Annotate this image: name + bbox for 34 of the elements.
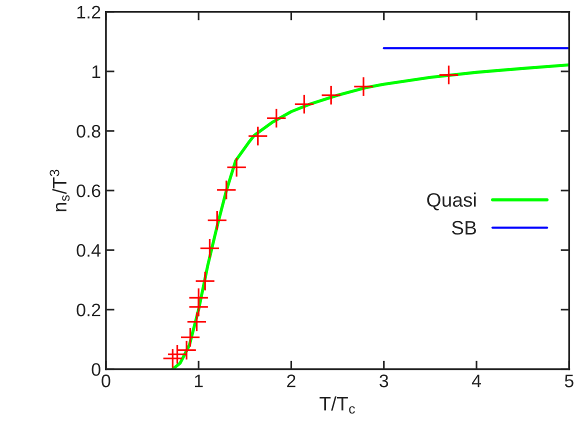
point (167, 344, 188, 364)
legend-label: SB (452, 220, 476, 235)
x-tick-label: 2 (287, 374, 296, 388)
point (294, 94, 314, 114)
x-axis-title: T/T$_{c}$ (320, 396, 355, 414)
y-axis-title: n$_{s}$/T$^{3}$ (50, 170, 70, 212)
point (353, 76, 374, 97)
point (226, 157, 247, 178)
x-tick-label: 0 (102, 374, 110, 388)
y-tick-label: 0.8 (76, 124, 100, 138)
point (194, 270, 216, 292)
y-tick-label: 1 (92, 66, 100, 78)
point (266, 108, 287, 128)
y-tick-label: 0.4 (76, 244, 101, 257)
point (206, 210, 228, 230)
legend-label: Quasi (427, 192, 476, 210)
point (438, 64, 459, 86)
point (162, 348, 183, 369)
x-tick-label: 5 (564, 374, 574, 388)
point (320, 85, 342, 106)
point (186, 312, 207, 332)
point (200, 238, 220, 258)
y-tick-label: 0.6 (76, 184, 100, 198)
point (216, 180, 237, 200)
x-tick-label: 3 (380, 374, 388, 388)
x-tick-label: 4 (472, 374, 482, 388)
point (188, 288, 209, 308)
point (180, 327, 200, 348)
y-tick-label: 0 (92, 363, 100, 376)
point (248, 126, 268, 146)
point (176, 340, 197, 360)
x-tick-label: 1 (194, 374, 203, 388)
y-tick-label: 1.2 (77, 6, 100, 18)
y-tick-label: 0.2 (76, 304, 100, 316)
